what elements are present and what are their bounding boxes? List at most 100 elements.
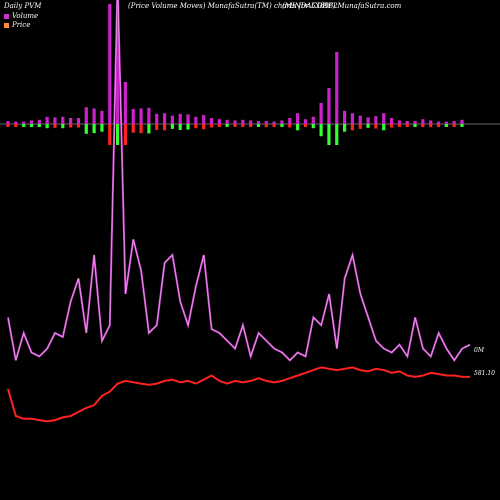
volume-bar: [405, 121, 409, 124]
direction-bar: [452, 124, 456, 127]
volume-bar: [115, 4, 120, 124]
volume-bar: [155, 113, 159, 124]
direction-bar: [460, 124, 464, 127]
volume-bar: [29, 120, 34, 124]
volume-bar: [61, 116, 65, 124]
direction-bar: [194, 124, 198, 129]
direction-bar: [366, 124, 370, 128]
legend-volume-swatch: [4, 13, 9, 19]
volume-bar: [421, 119, 425, 124]
legend-volume-label: Volume: [12, 12, 39, 20]
volume-bar: [92, 108, 96, 124]
direction-bar: [264, 124, 268, 127]
direction-bar: [170, 124, 174, 129]
direction-bar: [92, 124, 96, 134]
direction-bar: [405, 124, 409, 127]
direction-bar: [342, 124, 347, 132]
volume-bar: [319, 103, 323, 124]
direction-bar: [311, 124, 315, 129]
direction-bar: [6, 124, 10, 127]
volume-bar: [37, 119, 41, 124]
volume-bar: [186, 114, 190, 124]
direction-bar: [233, 124, 237, 127]
direction-bar: [296, 124, 300, 131]
volume-bar: [233, 120, 237, 124]
price-line: [7, 366, 470, 423]
legend-price-label: Price: [12, 21, 31, 29]
volume-bar: [22, 121, 26, 124]
volume-bar: [241, 119, 245, 124]
volume-bar: [358, 115, 362, 124]
volume-bar: [327, 88, 331, 124]
direction-bar: [280, 124, 284, 127]
volume-bar: [162, 113, 167, 124]
direction-bar: [389, 124, 394, 128]
volume-bar: [108, 4, 112, 124]
volume-bar: [366, 117, 370, 124]
legend-price-swatch: [4, 22, 9, 28]
volume-bar: [256, 121, 261, 124]
volume-bar: [225, 119, 229, 124]
legend-volume: Volume: [4, 12, 38, 20]
direction-bar: [421, 124, 425, 127]
direction-bar: [147, 124, 151, 134]
direction-bar: [374, 124, 378, 129]
direction-bar: [155, 124, 159, 130]
volume-bar: [53, 117, 57, 124]
volume-bar: [217, 119, 221, 124]
volume-bar: [45, 116, 49, 124]
direction-bar: [53, 124, 57, 128]
direction-bar: [335, 124, 339, 145]
direction-bar: [69, 124, 73, 128]
volume-bar: [209, 118, 214, 124]
volume-bar: [6, 121, 10, 124]
volume-bar: [335, 52, 339, 124]
volume-line-highlight: [7, 0, 471, 361]
volume-bar: [131, 109, 135, 124]
volume-bar: [170, 115, 174, 124]
chart-title-middle: (Price Volume Moves) MunafaSutra(TM) cha…: [128, 2, 338, 10]
legend-price: Price: [4, 21, 30, 29]
volume-bar: [382, 113, 386, 124]
direction-bar: [303, 124, 308, 127]
direction-bar: [444, 124, 448, 127]
direction-bar: [350, 124, 355, 131]
chart-title-right: (MINDACORP) MunafaSutra.com: [282, 2, 402, 10]
direction-bar: [436, 124, 441, 127]
volume-bar: [452, 121, 456, 124]
direction-bar: [186, 124, 190, 130]
direction-bar: [108, 124, 112, 145]
direction-bar: [327, 124, 331, 145]
volume-bar: [296, 113, 300, 124]
volume-bar: [342, 110, 347, 124]
direction-bar: [382, 124, 386, 131]
volume-bar: [84, 107, 88, 124]
direction-bar: [45, 124, 49, 129]
volume-bar: [397, 120, 401, 124]
direction-bar: [123, 124, 128, 145]
volume-bar: [249, 120, 253, 124]
direction-bar: [272, 124, 276, 127]
price-value-label: 581.10: [474, 370, 495, 377]
direction-bar: [100, 124, 104, 132]
volume-bar: [202, 115, 206, 124]
volume-bar: [389, 118, 394, 124]
direction-bar: [217, 124, 221, 127]
volume-bar: [374, 116, 378, 124]
direction-bar: [358, 124, 362, 129]
direction-bar: [131, 124, 135, 133]
direction-bar: [14, 124, 18, 127]
direction-bar: [139, 124, 143, 134]
volume-bar: [413, 121, 417, 124]
volume-bar: [460, 119, 464, 124]
direction-bar: [202, 124, 206, 130]
direction-bar: [225, 124, 229, 127]
volume-bar: [272, 121, 276, 124]
volume-bar: [178, 113, 182, 124]
direction-bar: [429, 124, 433, 127]
volume-bar: [194, 116, 198, 124]
direction-bar: [29, 124, 34, 127]
volume-bar: [139, 108, 143, 124]
direction-bar: [319, 124, 323, 137]
direction-bar: [84, 124, 88, 134]
